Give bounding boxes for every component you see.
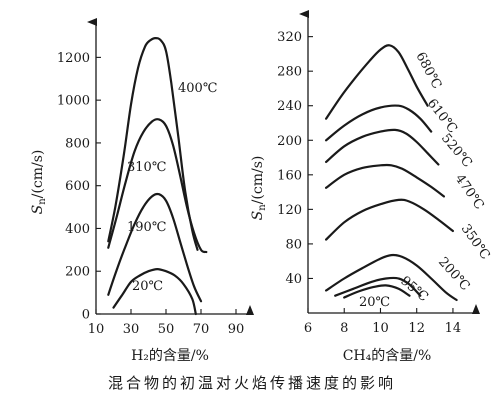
series-line-h2-190c xyxy=(107,192,203,303)
series-line-ch4-20c xyxy=(343,284,411,299)
series-line-ch4-350c xyxy=(325,198,454,241)
y-tick-label: 1000 xyxy=(57,94,90,109)
y-tick-label: 160 xyxy=(277,168,302,183)
chart-panel-hydrogen: 10 30 50 70 90 0 200 400 600 800 1000 1200 H₂的含量/% Sn… xyxy=(30,18,254,364)
y-tick-label: 80 xyxy=(285,237,302,252)
series-label-ch4-20c: 20℃ xyxy=(359,295,390,310)
y-tick-label: 200 xyxy=(65,265,90,280)
y-tick-label: 120 xyxy=(277,203,302,218)
y-axis-label-ch4: Sn/(cm/s) xyxy=(250,156,268,221)
x-axis-label-h2: H₂的含量/% xyxy=(131,348,209,364)
x-tick-label: 14 xyxy=(445,321,462,336)
series-label-h2-20c: 20℃ xyxy=(132,279,163,294)
series-line-ch4-680c xyxy=(325,44,429,120)
x-tick-label: 50 xyxy=(158,322,175,337)
y-axis-label-h2: Sn/(cm/s) xyxy=(30,150,48,215)
x-tick-label: 10 xyxy=(372,321,389,336)
chart-panel-methane: 6 8 10 12 14 40 80 120 160 200 240 280 320 CH₄的含量/% Sn… xyxy=(250,10,493,364)
x-tick-label: 12 xyxy=(408,321,425,336)
x-tick-label: 10 xyxy=(88,322,105,337)
y-tick-label: 40 xyxy=(285,272,302,287)
y-tick-label: 240 xyxy=(277,99,302,114)
series-line-ch4-470c xyxy=(325,163,445,198)
series-line-h2-310c xyxy=(107,118,208,254)
series-line-ch4-200c xyxy=(325,253,458,302)
x-tick-label: 8 xyxy=(340,321,348,336)
series-label-ch4-520c: 520℃ xyxy=(438,131,475,171)
series-line-h2-400c xyxy=(107,37,199,251)
x-tick-label: 90 xyxy=(228,322,245,337)
y-tick-label: 800 xyxy=(65,136,90,151)
series-label-ch4-95c: 95℃ xyxy=(397,274,430,305)
y-tick-label: 400 xyxy=(65,222,90,237)
y-tick-label: 600 xyxy=(65,179,90,194)
series-label-ch4-470c: 470℃ xyxy=(452,172,487,213)
x-tick-label: 30 xyxy=(123,322,140,337)
series-line-h2-20c xyxy=(112,268,197,316)
series-label-h2-400c: 400℃ xyxy=(178,81,217,96)
y-tick-label: 200 xyxy=(277,134,302,149)
x-tick-label: 70 xyxy=(193,322,210,337)
figure-caption: 混合物的初温对火焰传播速度的影响 xyxy=(107,374,396,392)
y-tick-label: 1200 xyxy=(57,51,90,66)
series-line-ch4-610c xyxy=(325,104,433,142)
series-label-h2-190c: 190℃ xyxy=(127,220,166,235)
series-label-ch4-350c: 350℃ xyxy=(458,222,493,263)
x-axis-label-ch4: CH₄的含量/% xyxy=(343,348,432,364)
y-tick-label: 280 xyxy=(277,65,302,80)
y-tick-label: 0 xyxy=(82,308,90,323)
x-tick-label: 6 xyxy=(304,321,312,336)
y-tick-label: 320 xyxy=(277,30,302,45)
series-line-ch4-95c xyxy=(334,276,422,297)
series-label-h2-310c: 310℃ xyxy=(127,160,166,175)
series-line-ch4-520c xyxy=(325,128,440,166)
